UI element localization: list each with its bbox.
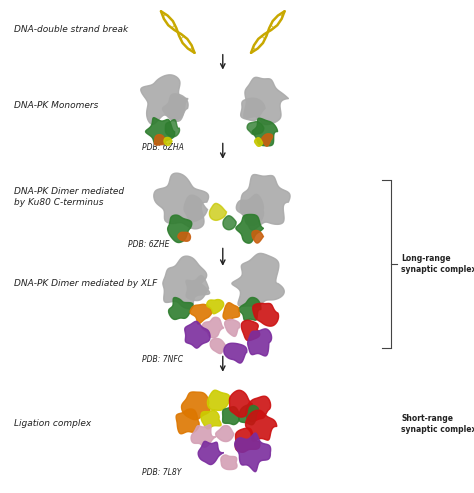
Text: Short-range
synaptic complex: Short-range synaptic complex <box>401 414 474 434</box>
Polygon shape <box>232 253 284 307</box>
Text: DNA-double strand break: DNA-double strand break <box>14 25 128 34</box>
Polygon shape <box>190 304 212 324</box>
Polygon shape <box>163 256 210 309</box>
Polygon shape <box>198 441 224 464</box>
Polygon shape <box>186 276 209 301</box>
Polygon shape <box>185 321 210 348</box>
Polygon shape <box>210 339 225 353</box>
Polygon shape <box>141 75 188 124</box>
Polygon shape <box>169 298 193 319</box>
Polygon shape <box>223 407 239 424</box>
Polygon shape <box>164 138 172 145</box>
Polygon shape <box>225 319 240 336</box>
Text: Ligation complex: Ligation complex <box>14 420 91 428</box>
Polygon shape <box>235 428 260 452</box>
Text: PDB: 7NFC: PDB: 7NFC <box>142 355 183 364</box>
Polygon shape <box>207 300 224 314</box>
Polygon shape <box>240 175 290 230</box>
Polygon shape <box>244 77 289 125</box>
Polygon shape <box>247 122 264 135</box>
Polygon shape <box>184 195 208 222</box>
Text: DNA-PK Dimer mediated
by Ku80 C-terminus: DNA-PK Dimer mediated by Ku80 C-terminus <box>14 187 124 207</box>
Polygon shape <box>236 214 264 243</box>
Polygon shape <box>223 303 239 320</box>
Polygon shape <box>252 231 264 243</box>
Polygon shape <box>208 390 230 410</box>
Polygon shape <box>216 425 234 442</box>
Polygon shape <box>239 405 258 425</box>
Polygon shape <box>252 118 278 146</box>
Polygon shape <box>241 320 260 341</box>
Polygon shape <box>241 98 265 121</box>
Polygon shape <box>168 215 192 243</box>
Polygon shape <box>178 232 191 241</box>
Polygon shape <box>154 173 209 229</box>
Text: Long-range
synaptic complexes: Long-range synaptic complexes <box>401 254 474 274</box>
Polygon shape <box>155 135 165 145</box>
Polygon shape <box>176 409 199 434</box>
Text: DNA-PK Monomers: DNA-PK Monomers <box>14 102 99 110</box>
Text: PDB: 6ZHE: PDB: 6ZHE <box>128 240 170 248</box>
Polygon shape <box>221 455 237 469</box>
Polygon shape <box>201 410 221 429</box>
Polygon shape <box>261 134 273 146</box>
Polygon shape <box>146 118 175 144</box>
Polygon shape <box>191 424 216 447</box>
Polygon shape <box>210 204 227 220</box>
Polygon shape <box>237 194 264 225</box>
Polygon shape <box>165 120 180 137</box>
Polygon shape <box>246 410 277 441</box>
Polygon shape <box>238 297 261 320</box>
Text: PDB: 6ZHA: PDB: 6ZHA <box>142 143 184 152</box>
Polygon shape <box>235 433 271 472</box>
Polygon shape <box>163 94 188 121</box>
Text: DNA-PK Dimer mediated by XLF: DNA-PK Dimer mediated by XLF <box>14 279 157 288</box>
Polygon shape <box>202 317 224 338</box>
Polygon shape <box>247 329 272 356</box>
Polygon shape <box>255 138 263 146</box>
Polygon shape <box>246 396 271 422</box>
Text: PDB: 7L8Y: PDB: 7L8Y <box>142 468 182 477</box>
Polygon shape <box>253 303 279 326</box>
Polygon shape <box>223 216 236 230</box>
Polygon shape <box>224 343 247 363</box>
Polygon shape <box>229 390 253 417</box>
Polygon shape <box>182 392 210 420</box>
